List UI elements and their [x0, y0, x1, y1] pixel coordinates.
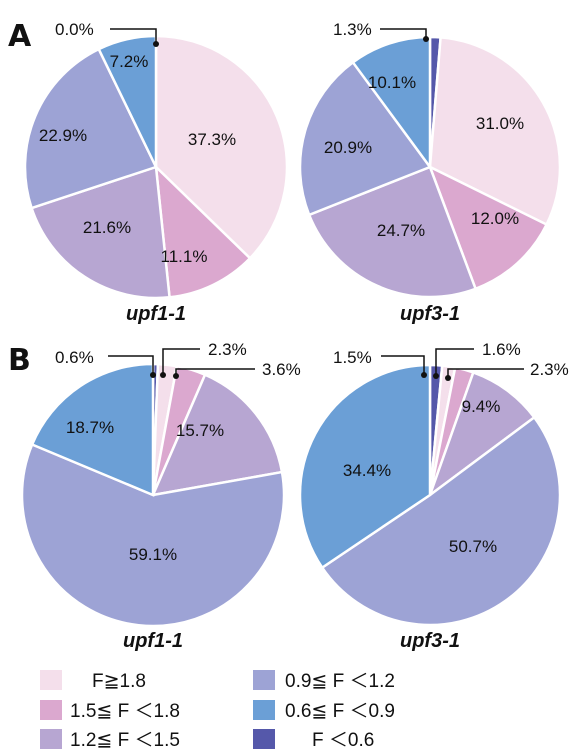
pie-slice [428, 36, 562, 227]
slice-label: 21.6% [83, 218, 131, 237]
pie-slice [150, 373, 284, 497]
slice-label-external: 1.5% [333, 348, 372, 367]
leader-line [110, 28, 157, 44]
pie-chart-2: 31.0% 12.0% 24.7% 20.9% 10.1% 1.3% upf3-1 [298, 20, 562, 325]
slice-label: 11.1% [161, 247, 208, 266]
pie-slice [23, 47, 158, 210]
leader-dot [173, 373, 179, 379]
leader-dot [445, 375, 451, 381]
slice-label-external: 0.0% [55, 20, 94, 39]
pie-slice [30, 165, 171, 300]
slice-label: 59.1% [129, 545, 177, 564]
legend-swatch-0-9-1-2 [253, 670, 275, 690]
legend-swatch-f-lt-0-6 [253, 729, 275, 749]
pie-slice [427, 370, 537, 499]
leader-dot [150, 372, 156, 378]
legend-swatch-1-2-1-5 [40, 729, 62, 749]
leader-dot [423, 36, 429, 42]
slice-label: 22.9% [39, 126, 87, 145]
pie-slice [30, 362, 155, 497]
pie-slice [351, 35, 432, 171]
legend: F≧1.8 1.5≦ F ＜1.8 1.2≦ F ＜1.5 0.9≦ F ＜1.… [40, 670, 395, 749]
leader-line [108, 355, 154, 375]
legend-label-1-5-1-8: 1.5≦ F ＜1.8 [70, 701, 180, 722]
leader-dot [153, 41, 159, 47]
pie-slice [154, 163, 252, 299]
pie-chart-4: 9.4% 50.7% 34.4% 1.5% 1.6% 2.3% upf3-1 [298, 340, 569, 652]
legend-label-0-9-1-2: 0.9≦ F ＜1.2 [285, 671, 395, 692]
slice-label-external: 1.3% [333, 20, 372, 39]
panel-letter-a: A [8, 19, 32, 54]
pie-slice [427, 164, 549, 291]
chart-title: upf3-1 [400, 303, 460, 325]
chart-title: upf1-1 [123, 630, 183, 652]
leader-dot [433, 373, 439, 379]
legend-label-0-6-0-9: 0.6≦ F ＜0.9 [285, 701, 395, 722]
slice-label: 24.7% [377, 221, 425, 240]
slice-label: 12.0% [471, 209, 519, 228]
chart-title: upf3-1 [400, 630, 460, 652]
slice-label: 31.0% [476, 114, 524, 133]
slice-label: 7.2% [110, 52, 149, 71]
slice-label: 18.7% [66, 418, 114, 437]
pie-slice [320, 415, 562, 627]
legend-swatch-1-5-1-8 [40, 700, 62, 720]
slice-label: 50.7% [449, 537, 497, 556]
leader-dot [421, 372, 427, 378]
legend-swatch-f-ge-1-8 [40, 670, 62, 690]
slice-label: 34.4% [343, 461, 391, 480]
pie-chart-1: 37.3% 11.1% 21.6% 22.9% 7.2% 0.0% upf1-1 [23, 20, 289, 325]
legend-label-f-lt-0-6: F ＜0.6 [312, 730, 374, 749]
chart-title: upf1-1 [126, 303, 186, 325]
pie-slice [298, 363, 432, 570]
panel-letter-b: B [8, 343, 31, 378]
slice-label-external: 0.6% [55, 348, 94, 367]
slice-label-external: 2.3% [208, 340, 247, 359]
pie-slice [298, 60, 432, 217]
slice-label: 15.7% [176, 421, 224, 440]
pie-slice [20, 442, 286, 628]
slice-label-external: 2.3% [530, 360, 569, 379]
pie-chart-3: 15.7% 59.1% 18.7% 0.6% 2.3% 3.6% upf1-1 [20, 340, 301, 652]
leader-line [380, 28, 427, 39]
leader-dot [160, 372, 166, 378]
legend-swatch-0-6-0-9 [253, 700, 275, 720]
leader-line [435, 348, 474, 376]
legend-label-f-ge-1-8: F≧1.8 [92, 671, 146, 692]
slice-label-external: 1.6% [482, 340, 521, 359]
slice-label: 10.1% [368, 73, 416, 92]
legend-label-1-2-1-5: 1.2≦ F ＜1.5 [70, 730, 180, 749]
pie-charts: 37.3% 11.1% 21.6% 22.9% 7.2% 0.0% upf1-1 31.0% 1… [20, 20, 569, 652]
slice-label: 9.4% [462, 397, 501, 416]
pie-slice [154, 34, 289, 261]
leader-line [162, 348, 200, 375]
leader-line [381, 355, 425, 375]
slice-label: 20.9% [324, 138, 372, 157]
slice-label: 37.3% [188, 130, 236, 149]
slice-label-external: 3.6% [262, 360, 301, 379]
